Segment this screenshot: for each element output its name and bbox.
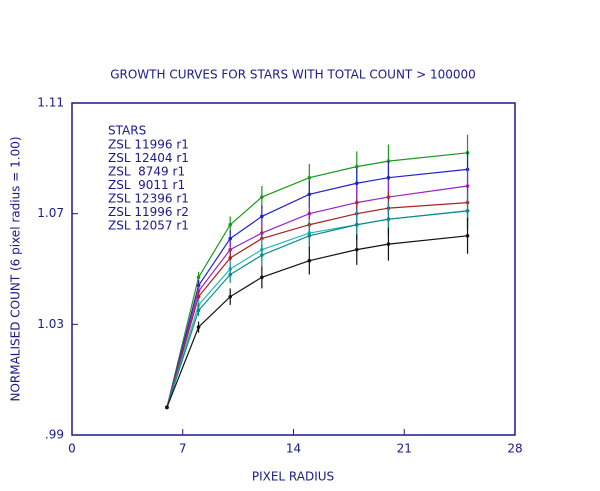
- data-point: [228, 222, 233, 227]
- data-point: [354, 222, 359, 227]
- legend-title: STARS: [108, 124, 146, 138]
- data-point: [196, 294, 201, 299]
- x-tick-label: 0: [68, 442, 76, 456]
- series-line: [166, 210, 468, 408]
- data-point: [465, 234, 470, 238]
- data-point: [260, 253, 264, 257]
- data-point: [307, 192, 312, 197]
- legend-entry: ZSL 11996 r2: [108, 205, 189, 219]
- legend-entry: ZSL 12396 r1: [108, 192, 189, 206]
- x-tick-label: 7: [179, 442, 187, 456]
- y-tick-label: .99: [45, 428, 64, 442]
- data-point: [260, 275, 264, 280]
- data-point: [307, 175, 312, 180]
- data-point: [465, 209, 470, 213]
- legend-entry: ZSL 12057 r1: [108, 219, 189, 233]
- data-point: [165, 405, 169, 410]
- x-tick-label: 28: [507, 442, 522, 456]
- data-point: [354, 247, 359, 252]
- x-tick-label: 21: [397, 442, 412, 456]
- y-tick-label: 1.11: [37, 96, 64, 110]
- x-tick-label: 14: [286, 442, 301, 456]
- data-point: [354, 181, 359, 186]
- x-axis-label: PIXEL RADIUS: [252, 470, 334, 484]
- legend-entry: ZSL 9011 r1: [108, 178, 185, 192]
- data-point: [260, 214, 264, 219]
- data-point: [228, 236, 233, 241]
- data-point: [228, 294, 233, 299]
- y-tick-label: 1.07: [37, 206, 64, 220]
- legend-entry: ZSL 12404 r1: [108, 151, 189, 165]
- data-point: [354, 164, 359, 169]
- legend-entry: ZSL 8749 r1: [108, 165, 185, 179]
- data-point: [196, 275, 201, 280]
- data-point: [260, 195, 264, 199]
- data-point: [307, 234, 312, 238]
- series-line: [166, 168, 468, 408]
- data-point: [386, 175, 391, 180]
- series-line: [166, 185, 468, 408]
- data-point: [228, 256, 233, 260]
- series-line: [166, 235, 468, 408]
- chart-title: GROWTH CURVES FOR STARS WITH TOTAL COUNT…: [110, 68, 476, 82]
- data-point: [196, 325, 201, 329]
- data-point: [307, 258, 312, 263]
- legend-entry: ZSL 11996 r1: [108, 138, 189, 152]
- data-point: [386, 217, 391, 221]
- data-point: [228, 272, 233, 277]
- series-line: [166, 202, 468, 408]
- y-tick-label: 1.03: [37, 317, 64, 331]
- data-point: [386, 242, 391, 246]
- data-point: [196, 308, 201, 313]
- y-axis-label: NORMALISED COUNT (6 pixel radius = 1.00): [9, 136, 23, 401]
- series-line: [166, 152, 468, 408]
